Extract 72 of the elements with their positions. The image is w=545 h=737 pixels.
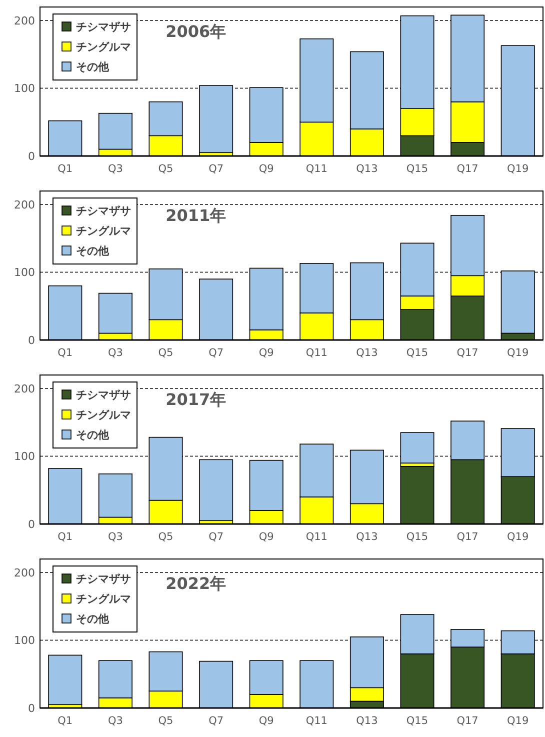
legend-label: チングルマ — [76, 592, 131, 606]
x-tick-label: Q15 — [406, 531, 428, 543]
y-tick-label: 200 — [14, 382, 35, 396]
bar — [48, 654, 82, 706]
legend-label: その他 — [76, 244, 110, 258]
y-tick-label: 0 — [28, 518, 35, 531]
x-tick-label: Q7 — [208, 715, 224, 727]
y-tick-label: 200 — [14, 198, 35, 212]
legend-label: チシマザサ — [76, 20, 131, 34]
y-tick-label: 200 — [14, 566, 35, 580]
x-tick-label: Q11 — [306, 163, 328, 175]
x-tick-label: Q19 — [507, 715, 529, 727]
x-tick-label: Q3 — [108, 715, 123, 727]
x-tick-label: Q19 — [507, 163, 529, 175]
x-tick-label: Q3 — [108, 531, 123, 543]
x-tick-label: Q5 — [158, 715, 174, 727]
x-tick-label: Q13 — [356, 531, 378, 543]
x-tick-label: Q1 — [58, 715, 73, 727]
text: 2006年 — [166, 22, 226, 41]
x-tick-label: Q17 — [456, 531, 478, 543]
legend-label: チングルマ — [76, 224, 131, 238]
y-tick-label: 100 — [14, 450, 35, 464]
x-tick-label: Q9 — [258, 715, 274, 727]
legend-label: チングルマ — [76, 408, 131, 422]
x-tick-label: Q13 — [356, 347, 378, 359]
x-tick-label: Q1 — [58, 347, 73, 359]
legend-label: チシマザサ — [76, 204, 131, 218]
x-tick-label: Q9 — [258, 347, 274, 359]
x-tick-label: Q11 — [306, 715, 328, 727]
legend-label: チシマザサ — [76, 572, 131, 586]
x-tick-label: Q3 — [108, 347, 123, 359]
x-tick-label: Q19 — [507, 531, 529, 543]
legend-label: チシマザサ — [76, 388, 131, 402]
x-tick-label: Q17 — [456, 347, 478, 359]
x-tick-label: Q5 — [158, 163, 174, 175]
x-tick-label: Q19 — [507, 347, 529, 359]
bar — [199, 85, 234, 154]
legend-label: その他 — [76, 60, 110, 74]
x-tick-label: Q13 — [356, 715, 378, 727]
legend-label: その他 — [76, 428, 110, 442]
x-tick-label: Q7 — [208, 163, 224, 175]
y-tick-label: 100 — [14, 634, 35, 648]
x-tick-label: Q13 — [356, 163, 378, 175]
x-tick-label: Q15 — [406, 347, 428, 359]
y-tick-label: 200 — [14, 14, 35, 28]
x-tick-label: Q11 — [306, 531, 328, 543]
x-tick-label: Q5 — [158, 531, 174, 543]
y-tick-label: 0 — [28, 334, 35, 347]
bar — [199, 459, 234, 522]
x-tick-label: Q15 — [406, 715, 428, 727]
y-tick-label: 0 — [28, 150, 35, 163]
text: 2017年 — [166, 390, 226, 409]
x-tick-label: Q1 — [58, 531, 73, 543]
y-tick-label: 0 — [28, 702, 35, 715]
x-tick-label: Q17 — [456, 715, 478, 727]
x-tick-label: Q9 — [258, 163, 274, 175]
x-tick-label: Q15 — [406, 163, 428, 175]
x-tick-label: Q11 — [306, 347, 328, 359]
x-tick-label: Q1 — [58, 163, 73, 175]
x-tick-label: Q3 — [108, 163, 123, 175]
x-tick-label: Q9 — [258, 531, 274, 543]
text: 2022年 — [166, 574, 226, 593]
x-tick-label: Q5 — [158, 347, 174, 359]
x-tick-label: Q7 — [208, 347, 224, 359]
legend-label: その他 — [76, 612, 110, 626]
y-tick-label: 100 — [14, 266, 35, 280]
bar — [400, 432, 434, 464]
x-tick-label: Q7 — [208, 531, 224, 543]
x-tick-label: Q17 — [456, 163, 478, 175]
legend-label: チングルマ — [76, 40, 131, 54]
text: 2011年 — [166, 206, 226, 225]
y-tick-label: 100 — [14, 82, 35, 96]
